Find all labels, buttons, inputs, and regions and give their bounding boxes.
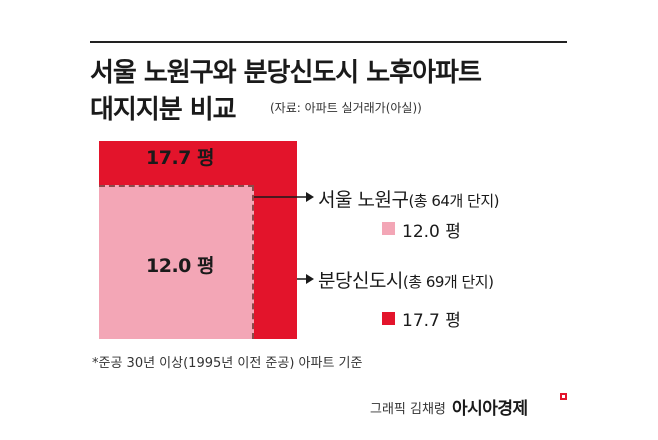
title-line-1: 서울 노원구와 분당신도시 노후아파트 <box>90 58 482 88</box>
bundang-arrow-icon <box>297 274 314 284</box>
nowon-area-square <box>99 185 254 339</box>
legend-bundang-name: 분당신도시 <box>318 270 403 292</box>
bundang-area-label: 17.7 평 <box>146 147 214 169</box>
brand-mark-icon <box>560 393 567 400</box>
footnote: *준공 30년 이상(1995년 이전 준공) 아파트 기준 <box>92 356 363 371</box>
legend-item-nowon: 서울 노원구(총 64개 단지) <box>318 185 499 212</box>
legend-nowon-value: 12.0 평 <box>402 222 461 242</box>
legend-nowon-detail: (총 64개 단지) <box>408 192 499 210</box>
legend-nowon-swatch <box>382 222 395 235</box>
graphic-credit: 그래픽 김채령 <box>370 402 446 417</box>
brand-logo: 아시아경제 <box>452 399 528 419</box>
nowon-area-label: 12.0 평 <box>146 255 214 277</box>
source-note: (자료: 아파트 실거래가(아실)) <box>270 101 422 115</box>
top-rule <box>90 41 567 43</box>
legend-bundang-value: 17.7 평 <box>402 311 461 331</box>
title-line-2: 대지지분 비교 <box>90 95 237 125</box>
legend-nowon-name: 서울 노원구 <box>318 189 409 211</box>
legend-bundang-swatch <box>382 312 395 325</box>
legend-item-bundang: 분당신도시(총 69개 단지) <box>318 266 494 293</box>
legend-bundang-detail: (총 69개 단지) <box>402 273 494 291</box>
nowon-arrow-icon <box>254 192 314 202</box>
